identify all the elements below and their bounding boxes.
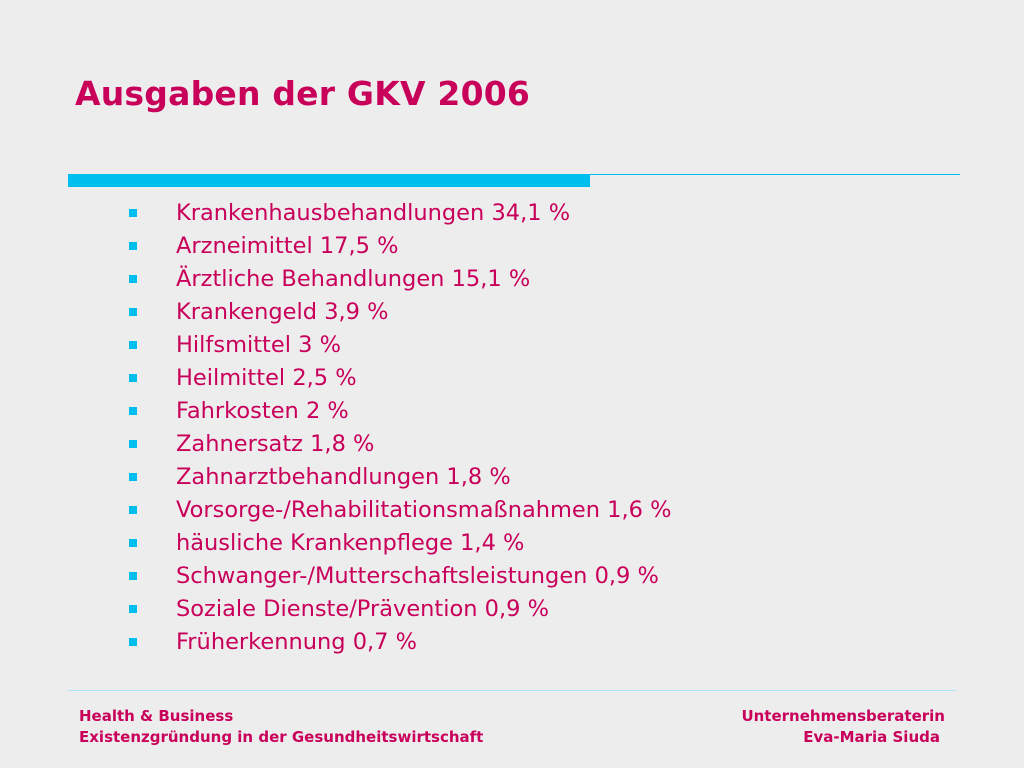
- square-bullet-icon: [129, 539, 137, 547]
- list-item-text: Vorsorge-/Rehabilitationsmaßnahmen 1,6 %: [176, 497, 672, 523]
- list-item-text: Heilmittel 2,5 %: [176, 365, 357, 391]
- list-item-text: Soziale Dienste/Prävention 0,9 %: [176, 596, 549, 622]
- list-item: Zahnarztbehandlungen 1,8 %: [125, 461, 671, 494]
- square-bullet-icon: [129, 506, 137, 514]
- list-item-text: Schwanger-/Mutterschaftsleistungen 0,9 %: [176, 563, 659, 589]
- list-item-text: Zahnarztbehandlungen 1,8 %: [176, 464, 511, 490]
- square-bullet-icon: [129, 638, 137, 646]
- footer-author: Eva-Maria Siuda: [803, 728, 940, 746]
- square-bullet-icon: [129, 275, 137, 283]
- list-item: Zahnersatz 1,8 %: [125, 428, 671, 461]
- square-bullet-icon: [129, 407, 137, 415]
- list-item: Krankengeld 3,9 %: [125, 296, 671, 329]
- square-bullet-icon: [129, 341, 137, 349]
- list-item-text: Arzneimittel 17,5 %: [176, 233, 399, 259]
- slide-title: Ausgaben der GKV 2006: [75, 74, 531, 113]
- footer-role: Unternehmensberaterin: [741, 707, 945, 725]
- list-item-text: Krankenhausbehandlungen 34,1 %: [176, 200, 571, 226]
- list-item: Schwanger-/Mutterschaftsleistungen 0,9 %: [125, 560, 671, 593]
- list-item: Fahrkosten 2 %: [125, 395, 671, 428]
- list-item-text: häusliche Krankenpflege 1,4 %: [176, 530, 525, 556]
- list-item: Arzneimittel 17,5 %: [125, 230, 671, 263]
- list-item: Ärztliche Behandlungen 15,1 %: [125, 263, 671, 296]
- list-item: Hilfsmittel 3 %: [125, 329, 671, 362]
- list-item-text: Zahnersatz 1,8 %: [176, 431, 375, 457]
- footer-tagline: Existenzgründung in der Gesundheitswirts…: [79, 728, 484, 746]
- square-bullet-icon: [129, 572, 137, 580]
- list-item-text: Krankengeld 3,9 %: [176, 299, 389, 325]
- title-underline-bar: [68, 174, 590, 187]
- square-bullet-icon: [129, 308, 137, 316]
- square-bullet-icon: [129, 440, 137, 448]
- list-item: Früherkennung 0,7 %: [125, 626, 671, 659]
- list-item: Krankenhausbehandlungen 34,1 %: [125, 197, 671, 230]
- title-underline-line: [590, 174, 960, 175]
- list-item-text: Ärztliche Behandlungen 15,1 %: [176, 266, 531, 292]
- list-item: Vorsorge-/Rehabilitationsmaßnahmen 1,6 %: [125, 494, 671, 527]
- list-item-text: Hilfsmittel 3 %: [176, 332, 341, 358]
- footer-right: Unternehmensberaterin Eva-Maria Siuda: [741, 706, 945, 748]
- list-item: Soziale Dienste/Prävention 0,9 %: [125, 593, 671, 626]
- square-bullet-icon: [129, 374, 137, 382]
- footer-company: Health & Business: [79, 707, 234, 725]
- square-bullet-icon: [129, 473, 137, 481]
- list-item-text: Fahrkosten 2 %: [176, 398, 349, 424]
- list-item: Heilmittel 2,5 %: [125, 362, 671, 395]
- square-bullet-icon: [129, 242, 137, 250]
- square-bullet-icon: [129, 209, 137, 217]
- footer-left: Health & Business Existenzgründung in de…: [79, 706, 483, 748]
- square-bullet-icon: [129, 605, 137, 613]
- list-item-text: Früherkennung 0,7 %: [176, 629, 418, 655]
- footer-divider: [68, 690, 956, 691]
- bullet-list: Krankenhausbehandlungen 34,1 % Arzneimit…: [125, 197, 671, 659]
- list-item: häusliche Krankenpflege 1,4 %: [125, 527, 671, 560]
